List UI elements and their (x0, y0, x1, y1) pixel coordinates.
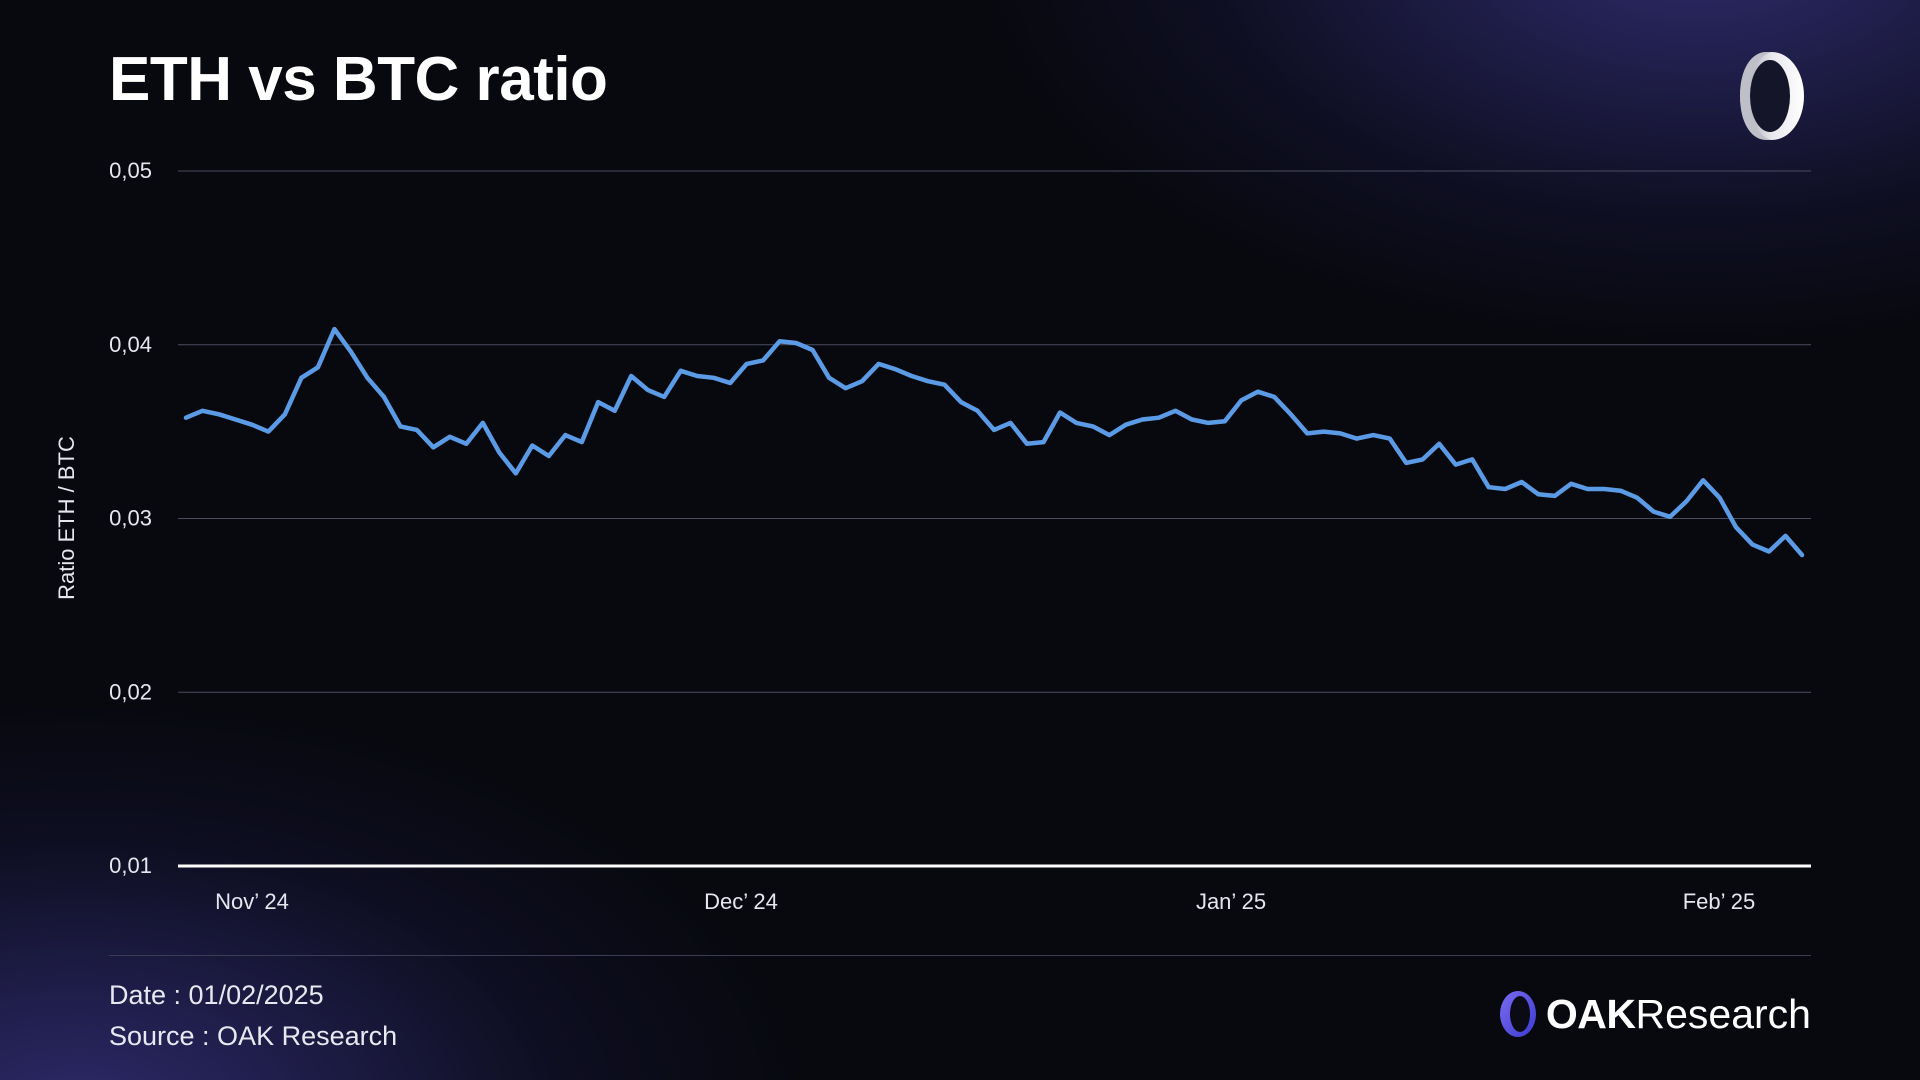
y-tick-label: 0,03 (109, 506, 152, 531)
footer-divider (109, 955, 1811, 956)
x-tick-label: Nov’ 24 (215, 889, 289, 914)
brand-logo: OAKResearch (1494, 990, 1811, 1038)
y-tick-label: 0,04 (109, 332, 152, 357)
footer-source: Source : OAK Research (109, 1021, 398, 1051)
chart-title: ETH vs BTC ratio (109, 45, 608, 114)
x-tick-label: Dec’ 24 (704, 889, 778, 914)
x-tick-label: Jan’ 25 (1196, 889, 1266, 914)
oak-logo-icon (1740, 52, 1804, 140)
x-tick-label: Feb’ 25 (1683, 889, 1756, 914)
footer-date: Date : 01/02/2025 (109, 980, 324, 1010)
oak-ring-logo-icon (1499, 991, 1536, 1037)
series-line-eth-btc (183, 326, 1805, 558)
brand-name-rest: Research (1635, 990, 1811, 1037)
brand-name-bold: OAK (1545, 990, 1636, 1037)
y-tick-label: 0,02 (109, 679, 152, 704)
y-tick-label: 0,01 (109, 853, 152, 878)
y-axis-label: Ratio ETH / BTC (54, 436, 79, 600)
y-tick-label: 0,05 (109, 158, 152, 183)
